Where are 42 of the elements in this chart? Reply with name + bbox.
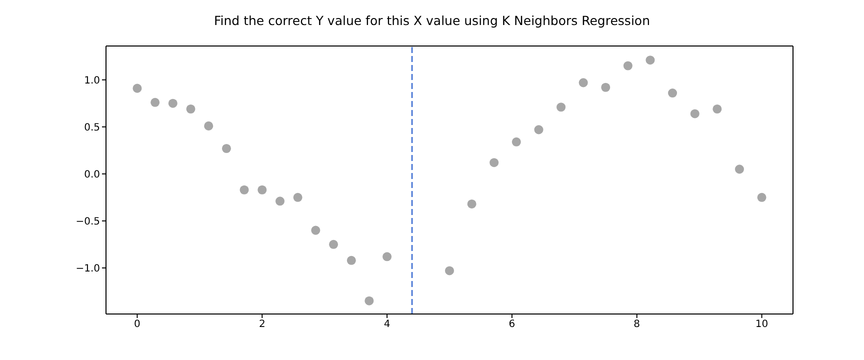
point [601, 82, 610, 92]
point [204, 121, 214, 130]
point [186, 104, 196, 114]
point [311, 226, 320, 235]
point [712, 104, 722, 114]
point [734, 164, 744, 174]
point [623, 61, 632, 70]
x-tick-label: 6 [508, 319, 516, 330]
x-tick-label: 8 [634, 319, 640, 330]
y-tick-label: −0.5 [76, 216, 100, 228]
point [467, 199, 476, 208]
point [578, 78, 588, 88]
point [534, 125, 544, 134]
x-tick-label: 2 [258, 319, 266, 330]
y-tick-label: 0.5 [84, 122, 100, 134]
point [364, 296, 374, 306]
point [757, 192, 766, 202]
point [444, 266, 454, 276]
x-tick-label: 0 [134, 319, 140, 330]
point [556, 102, 566, 112]
x-tick-label: 4 [384, 319, 390, 330]
point [512, 137, 521, 146]
point [132, 84, 142, 93]
x-tick-label: 10 [755, 319, 768, 330]
point [646, 56, 655, 65]
point [222, 144, 231, 154]
point [329, 240, 338, 249]
y-tick-label: 1.0 [84, 75, 100, 86]
point [690, 109, 700, 118]
point [668, 88, 678, 98]
point [240, 185, 249, 194]
point [275, 196, 285, 206]
y-tick-label: −1.0 [76, 263, 100, 274]
point [258, 185, 267, 194]
y-tick-label: 0.0 [84, 169, 100, 180]
point [490, 158, 499, 168]
chart-title: Find the correct Y value for this X value using K Neighbors Regression [213, 12, 651, 30]
point [150, 98, 160, 107]
point [168, 98, 178, 108]
point [346, 256, 356, 265]
point [382, 252, 392, 262]
point [293, 192, 302, 202]
